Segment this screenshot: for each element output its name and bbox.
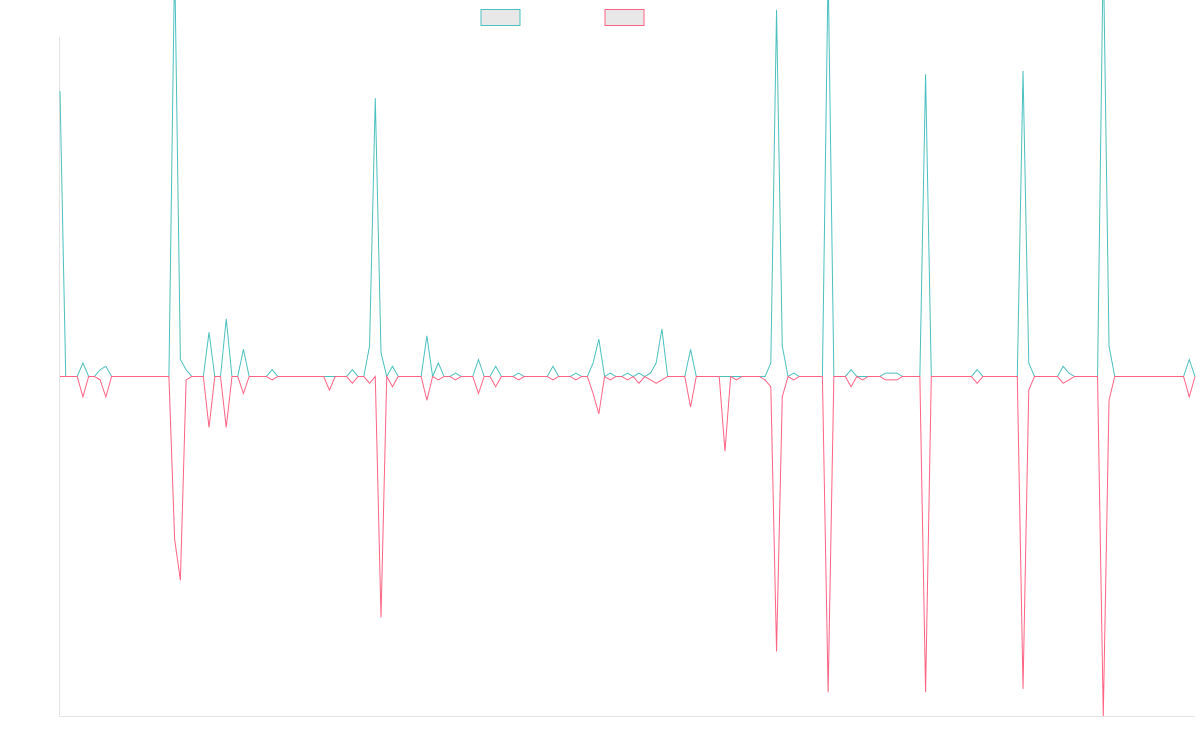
axes [59, 37, 1195, 717]
legend-swatch-1 [604, 9, 645, 26]
series-line-0 [59, 0, 1196, 379]
legend [480, 9, 645, 26]
series-line-1 [60, 374, 1196, 717]
legend-swatch-0 [480, 9, 521, 26]
series-layer [59, 0, 1196, 717]
